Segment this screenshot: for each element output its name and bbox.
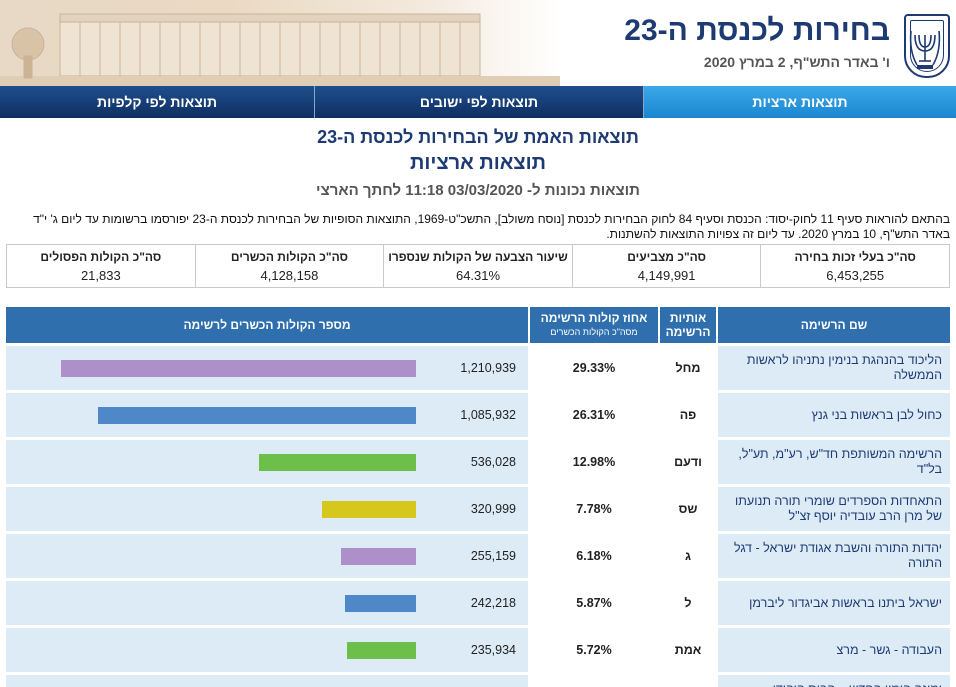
list-name[interactable]: ישראל ביתנו בראשות אביגדור ליברמן [716,581,950,625]
list-name[interactable]: כחול לבן בראשות בני גנץ [716,393,950,437]
list-vote-count: 235,934 [470,643,516,657]
header-letters-line2: הרשימה [665,325,711,339]
list-vote-percent: 6.18% [528,534,658,578]
list-vote-percent: 5.87% [528,581,658,625]
vote-bar [61,360,416,377]
list-vote-count: 255,159 [470,549,516,563]
summary-turnout: שיעור הצבעה של הקולות שנספרו 64.31% [383,245,572,287]
list-name[interactable]: הליכוד בהנהגת בנימין נתניהו לראשות הממשל… [716,346,950,390]
list-letters: ודעם [658,440,716,484]
list-vote-percent: 7.78% [528,487,658,531]
update-timestamp: תוצאות נכונות ל- 03/03/2020 11:18 לחתך ה… [316,182,640,199]
list-vote-count: 242,218 [470,596,516,610]
list-vote-count: 208,638 [471,675,516,687]
list-vote-count: 1,085,932 [460,408,516,422]
list-letters: אמת [658,628,716,672]
summary-table: סה"כ בעלי זכות בחירה 6,453,255 סה"כ מצבי… [6,244,950,288]
results-table: שם הרשימה אותיות הרשימה אחוז קולות הרשימ… [6,307,950,687]
list-vote-cell: 208,638 [6,675,528,687]
header-pct-sublabel: מסה"כ הקולות הכשרים [550,327,638,337]
summary-label: סה"כ בעלי זכות בחירה [794,249,916,264]
summary-label: סה"כ הקולות הפסולים [40,249,162,264]
list-letters: טב [658,675,716,687]
summary-invalid-votes: סה"כ הקולות הפסולים 21,833 [7,245,195,287]
list-name[interactable]: ימינה הימין החדש – הבית היהודי – האיחוד … [716,675,950,687]
tab-results-by-ballot-box[interactable]: תוצאות לפי קלפיות [0,86,314,118]
list-vote-percent: 5.72% [528,628,658,672]
summary-label: סה"כ הקולות הכשרים [230,249,348,264]
table-row: הרשימה המשותפת חד"ש, רע"מ, תע"ל, בל"ד ודע… [6,440,950,484]
table-row: ישראל ביתנו בראשות אביגדור ליברמן ל 5.87% 2… [6,581,950,625]
list-name[interactable]: התאחדות הספרדים שומרי תורה תנועתו של מרן… [716,487,950,531]
results-table-header: שם הרשימה אותיות הרשימה אחוז קולות הרשימ… [6,307,950,343]
banner-illustration [0,13,560,86]
summary-total-voters: סה"כ מצביעים 4,149,991 [571,245,761,287]
vote-bar [347,642,416,659]
list-vote-cell: 1,085,932 [6,393,528,437]
list-vote-cell: 1,210,939 [6,346,528,390]
table-row: כחול לבן בראשות בני גנץ פה 26.31% 1,085,932 [6,393,950,437]
table-row: התאחדות הספרדים שומרי תורה תנועתו של מרן… [6,487,950,531]
list-letters: פה [658,393,716,437]
list-letters: ל [658,581,716,625]
list-vote-cell: 235,934 [6,628,528,672]
page-subtitle: תוצאות ארציות [410,152,546,174]
summary-value: 4,149,991 [637,267,696,283]
table-row: הליכוד בהנהגת בנימין נתניהו לראשות הממשל… [6,346,950,390]
list-vote-percent: 29.33% [528,346,658,390]
list-name[interactable]: יהדות התורה והשבת אגודת ישראל - דגל התור… [716,534,950,578]
tab-results-by-locality[interactable]: תוצאות לפי ישובים [314,86,644,118]
vote-bar [98,407,416,424]
list-vote-count: 536,028 [470,455,516,469]
site-header: בחירות לכנסת ה-23 ו' באדר התש"ף, 2 במרץ … [0,0,956,86]
list-name[interactable]: העבודה - גשר - מרצ [716,628,950,672]
table-row: יהדות התורה והשבת אגודת ישראל - דגל התור… [6,534,950,578]
results-rows: הליכוד בהנהגת בנימין נתניהו לראשות הממשל… [6,346,950,687]
summary-value: 6,453,255 [826,267,885,283]
header-vote-percent: אחוז קולות הרשימה מסה"כ הקולות הכשרים [528,307,658,343]
summary-label: סה"כ מצביעים [627,249,707,264]
summary-valid-votes: סה"כ הקולות הכשרים 4,128,158 [194,245,384,287]
header-vote-count: מספר הקולות הכשרים לרשימה [6,307,528,343]
table-row: העבודה - גשר - מרצ אמת 5.72% 235,934 [6,628,950,672]
list-vote-percent: 5.05% [528,675,658,687]
list-letters: ג [658,534,716,578]
legal-notice: בהתאם להוראות סעיף 11 לחוק-יסוד: הכנסת ו… [33,212,950,241]
summary-label: שיעור הצבעה של הקולות שנספרו [388,249,568,264]
site-date: ו' באדר התש"ף, 2 במרץ 2020 [703,54,890,70]
list-vote-cell: 242,218 [6,581,528,625]
vote-bar [345,595,416,612]
state-emblem-icon [904,14,950,78]
summary-value: 64.31% [455,267,501,283]
site-title: בחירות לכנסת ה-23 [624,14,890,47]
summary-eligible-voters: סה"כ בעלי זכות בחירה 6,453,255 [760,245,949,287]
list-name[interactable]: הרשימה המשותפת חד"ש, רע"מ, תע"ל, בל"ד [716,440,950,484]
header-list-letters: אותיות הרשימה [658,307,716,343]
summary-value: 4,128,158 [260,267,319,283]
list-vote-cell: 536,028 [6,440,528,484]
vote-bar [341,548,416,565]
list-vote-count: 1,210,939 [460,361,516,375]
header-letters-line1: אותיות [669,311,707,325]
tab-national-results[interactable]: תוצאות ארציות [644,86,956,118]
vote-bar [322,501,416,518]
page-title: תוצאות האמת של הבחירות לכנסת ה-23 [317,127,639,147]
list-vote-count: 320,999 [470,502,516,516]
summary-value: 21,833 [80,267,121,283]
list-vote-cell: 255,159 [6,534,528,578]
list-vote-cell: 320,999 [6,487,528,531]
knesset-building-banner [0,0,560,86]
vote-bar [259,454,416,471]
list-vote-percent: 12.98% [528,440,658,484]
list-letters: מחל [658,346,716,390]
main-nav: תוצאות ארציות תוצאות לפי ישובים תוצאות ל… [0,86,956,118]
list-letters: שס [658,487,716,531]
header-pct-label: אחוז קולות הרשימה [540,311,648,325]
table-row: ימינה הימין החדש – הבית היהודי – האיחוד … [6,675,950,687]
header-list-name: שם הרשימה [716,307,950,343]
list-vote-percent: 26.31% [528,393,658,437]
